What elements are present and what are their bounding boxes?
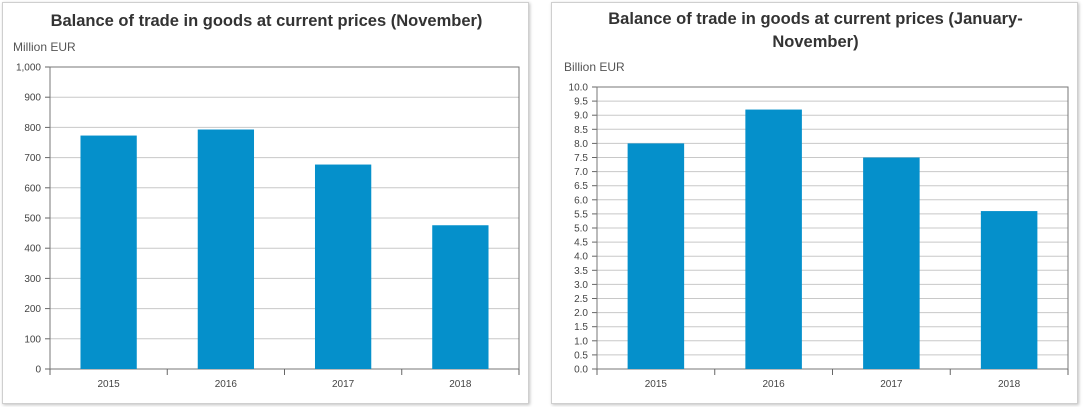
chart-title-line: Balance of trade in goods at current pri… [608,10,1022,28]
x-tick-label: 2018 [449,379,472,390]
y-tick-label: 5.5 [574,209,588,220]
x-tick-label: 2017 [332,379,355,390]
y-tick-label: 300 [24,274,41,285]
y-tick-label: 3.0 [574,280,588,291]
y-tick-label: 7.0 [574,167,588,178]
x-tick-label: 2016 [763,379,786,390]
bar-chart-january-november: Balance of trade in goods at current pri… [564,10,1069,390]
y-tick-label: 600 [24,183,41,194]
bar-2018 [432,225,489,369]
y-tick-label: 9.5 [574,97,588,108]
y-tick-label: 0.5 [574,350,588,361]
bar-2015 [80,135,137,369]
y-tick-label: 7.5 [574,153,588,164]
y-tick-label: 8.0 [574,139,588,150]
chart-title-line: Balance of trade in goods at current pri… [51,12,483,30]
y-tick-label: 2.5 [574,294,588,305]
bar-2015 [627,143,685,369]
y-axis-unit-label: Billion EUR [564,60,625,74]
y-tick-label: 4.0 [574,252,588,263]
chart-panel-november: Balance of trade in goods at current pri… [2,2,529,404]
y-tick-label: 10.0 [569,83,589,94]
y-tick-label: 900 [24,93,41,104]
y-tick-label: 6.0 [574,195,588,206]
y-tick-label: 400 [24,244,41,255]
y-tick-label: 1,000 [16,63,41,74]
y-tick-label: 800 [24,123,41,134]
bar-2017 [314,164,372,369]
bar-2016 [197,129,255,369]
chart-panel-january-november: Balance of trade in goods at current pri… [551,2,1078,404]
x-tick-label: 2016 [215,379,238,390]
y-tick-label: 3.5 [574,266,588,277]
bar-2016 [745,109,802,369]
bar-chart-november: Balance of trade in goods at current pri… [13,12,520,390]
y-tick-label: 8.5 [574,125,588,136]
y-tick-label: 4.5 [574,238,588,249]
y-tick-label: 2.0 [574,308,588,319]
y-tick-label: 0 [35,365,41,376]
y-tick-label: 5.0 [574,224,588,235]
y-tick-label: 6.5 [574,181,588,192]
y-tick-label: 1.0 [574,336,588,347]
bar-2018 [980,211,1038,369]
x-tick-label: 2017 [880,379,903,390]
y-tick-label: 1.5 [574,322,588,333]
x-tick-label: 2018 [998,379,1021,390]
y-tick-label: 700 [24,153,41,164]
bar-2017 [863,157,920,369]
y-tick-label: 200 [24,304,41,315]
y-tick-label: 500 [24,214,41,225]
y-tick-label: 100 [24,334,41,345]
x-tick-label: 2015 [645,379,668,390]
y-tick-label: 9.0 [574,111,588,122]
y-tick-label: 0.0 [574,365,588,376]
y-axis-unit-label: Million EUR [13,40,76,54]
chart-title-line: November) [772,33,858,51]
x-tick-label: 2015 [98,379,121,390]
